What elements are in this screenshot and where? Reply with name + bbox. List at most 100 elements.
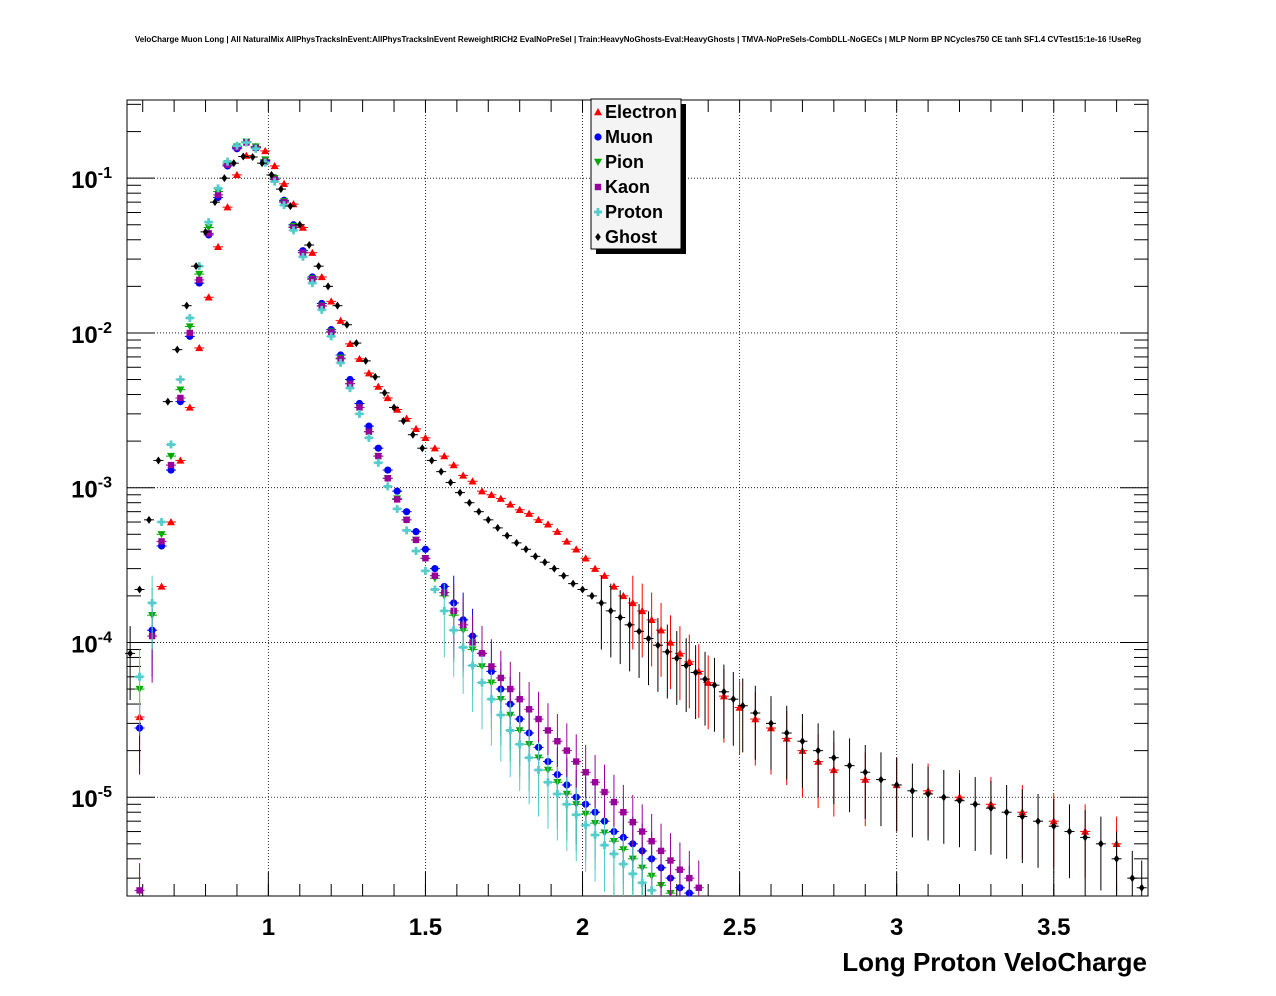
data-point <box>783 728 790 737</box>
data-point <box>846 761 853 770</box>
data-point <box>619 860 628 869</box>
data-point <box>431 572 439 579</box>
data-point <box>666 638 675 646</box>
data-point <box>127 649 133 658</box>
legend-entry-ghost: Ghost <box>595 227 657 247</box>
data-point <box>735 703 744 711</box>
data-point <box>364 433 373 442</box>
data-point <box>589 591 595 600</box>
data-point <box>572 545 581 553</box>
data-point <box>581 554 590 562</box>
series-ghost <box>125 152 1147 896</box>
data-point <box>327 297 336 305</box>
data-point <box>544 727 552 734</box>
data-point <box>356 404 363 411</box>
data-point <box>177 394 184 402</box>
data-point <box>647 886 656 895</box>
data-point <box>440 452 449 460</box>
data-point <box>261 146 270 155</box>
data-point <box>667 857 674 864</box>
data-point <box>507 685 514 693</box>
data-point <box>346 380 354 387</box>
data-point <box>157 518 166 527</box>
data-point <box>449 461 458 469</box>
data-point <box>346 384 355 393</box>
y-tick-label: 10-2 <box>71 320 112 349</box>
data-point <box>628 869 637 878</box>
data-point <box>609 849 618 858</box>
data-point <box>430 444 439 452</box>
data-point <box>542 558 548 567</box>
data-point <box>862 768 869 777</box>
y-tick-label: 10-1 <box>71 165 112 194</box>
data-point <box>421 433 430 442</box>
data-point <box>1050 822 1057 831</box>
data-point <box>280 201 289 210</box>
data-point <box>204 218 213 227</box>
data-point <box>204 293 213 301</box>
data-point <box>232 170 241 179</box>
data-point <box>553 527 562 535</box>
data-point <box>412 546 421 555</box>
x-axis-title: Long Proton VeloCharge <box>842 947 1147 977</box>
data-point <box>381 388 388 397</box>
data-point <box>739 701 746 710</box>
data-point <box>1138 883 1145 892</box>
data-point <box>155 456 162 465</box>
legend-entry-proton: Proton <box>594 202 663 222</box>
data-point <box>447 478 454 487</box>
data-point <box>799 737 806 746</box>
x-tick-label: 1 <box>262 914 275 941</box>
data-point <box>600 841 609 850</box>
data-point <box>909 786 916 795</box>
data-point <box>412 536 420 544</box>
data-point <box>600 571 609 579</box>
data-point <box>570 579 576 588</box>
data-point <box>251 144 260 153</box>
x-tick-label: 2 <box>576 914 589 941</box>
data-point <box>610 798 618 806</box>
data-point <box>148 598 157 607</box>
data-point <box>393 487 401 495</box>
data-point <box>572 810 581 819</box>
data-point <box>374 382 383 390</box>
data-point <box>673 654 680 663</box>
data-point <box>468 477 477 485</box>
data-point <box>375 452 382 460</box>
data-point <box>174 345 181 354</box>
data-point <box>466 498 473 507</box>
data-point <box>591 831 600 840</box>
data-point <box>400 416 407 425</box>
data-point <box>383 482 392 491</box>
data-point <box>166 440 175 449</box>
data-point <box>410 430 416 439</box>
data-point <box>296 220 303 229</box>
data-point <box>676 866 684 873</box>
data-point <box>402 508 411 516</box>
data-point <box>270 161 279 170</box>
data-point <box>591 779 599 786</box>
data-point <box>972 800 979 809</box>
data-point <box>695 884 702 891</box>
data-point <box>497 674 505 682</box>
data-point <box>365 428 373 435</box>
data-point <box>337 355 344 363</box>
data-point <box>496 494 505 502</box>
data-point <box>232 141 241 150</box>
data-point <box>534 515 543 524</box>
data-point <box>299 249 307 256</box>
legend-label: Pion <box>605 152 644 172</box>
data-point <box>702 675 708 684</box>
data-point <box>626 620 633 629</box>
data-point <box>711 681 718 690</box>
data-point <box>157 582 166 590</box>
data-point <box>721 687 727 696</box>
data-point <box>831 753 837 762</box>
data-series <box>125 138 1147 898</box>
data-point <box>374 458 383 467</box>
data-point <box>516 695 523 703</box>
data-point <box>308 248 317 256</box>
data-point <box>591 564 600 572</box>
data-point <box>166 452 175 461</box>
